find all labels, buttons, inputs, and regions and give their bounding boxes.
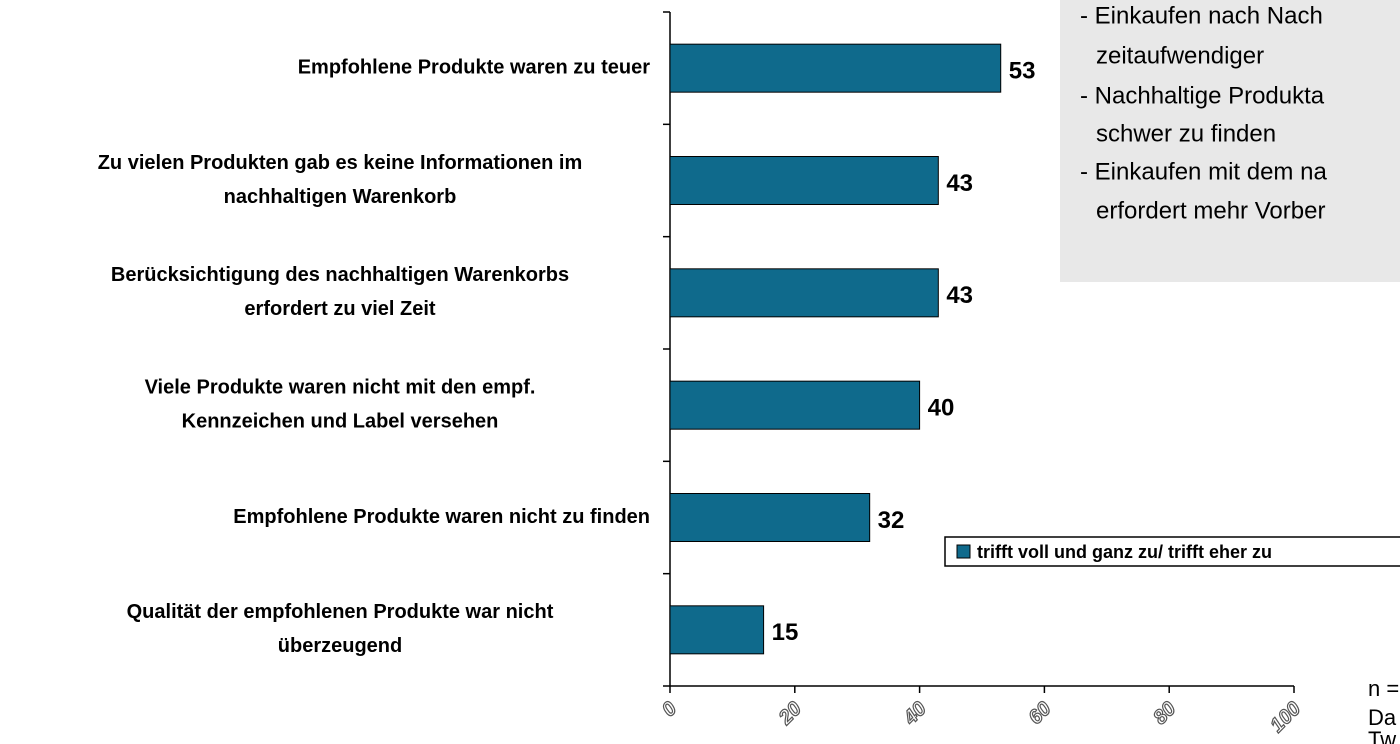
- legend: [944, 536, 1400, 567]
- note-box: [1060, 0, 1400, 282]
- footnote: n =: [1368, 676, 1399, 701]
- y-tick-label: überzeugend: [278, 635, 402, 657]
- x-tick-label: 60: [1024, 698, 1055, 729]
- data-label: 15: [772, 619, 799, 646]
- note-text: erfordert mehr Vorber: [1096, 197, 1325, 224]
- note-text: schwer zu finden: [1096, 120, 1276, 147]
- data-label: 32: [878, 507, 905, 534]
- x-tick-label: 40: [899, 698, 931, 730]
- y-tick-label: Qualität der empfohlenen Produkte war ni…: [127, 601, 554, 623]
- data-label: 53: [1009, 58, 1036, 85]
- x-tick-label: 100: [1266, 698, 1305, 737]
- bar: [669, 268, 939, 318]
- y-tick-label: Zu vielen Produkten gab es keine Informa…: [98, 152, 583, 174]
- footnote: Da: [1368, 705, 1397, 730]
- y-tick-label: Empfohlene Produkte waren nicht zu finde…: [233, 506, 650, 528]
- y-tick-label: erfordert zu viel Zeit: [244, 298, 435, 320]
- legend-swatch: [956, 544, 971, 559]
- data-label: 40: [928, 395, 955, 422]
- note-text: - Einkaufen nach Nach: [1080, 2, 1323, 29]
- bar: [669, 380, 921, 430]
- bar: [669, 43, 1002, 93]
- y-tick-label: nachhaltigen Warenkorb: [224, 186, 457, 208]
- bar: [669, 493, 871, 542]
- note-text: - Nachhaltige Produkta: [1080, 82, 1325, 109]
- legend-label: trifft voll und ganz zu/ trifft eher zu: [977, 542, 1272, 562]
- footnote: Tw: [1368, 727, 1396, 744]
- x-tick-label: 0: [658, 698, 681, 721]
- y-tick-label: Viele Produkte waren nicht mit den empf.: [145, 376, 536, 398]
- note-text: zeitaufwendiger: [1096, 42, 1264, 69]
- y-tick-label: Empfohlene Produkte waren zu teuer: [298, 56, 651, 78]
- data-label: 43: [946, 282, 973, 309]
- bar: [669, 156, 939, 205]
- x-tick-label: 20: [774, 698, 806, 730]
- bar: [669, 605, 765, 655]
- y-tick-label: Berücksichtigung des nachhaltigen Warenk…: [111, 264, 569, 286]
- data-label: 43: [946, 170, 973, 197]
- x-tick-label: 80: [1149, 698, 1180, 729]
- y-tick-label: Kennzeichen und Label versehen: [182, 410, 499, 432]
- note-text: - Einkaufen mit dem na: [1080, 158, 1327, 185]
